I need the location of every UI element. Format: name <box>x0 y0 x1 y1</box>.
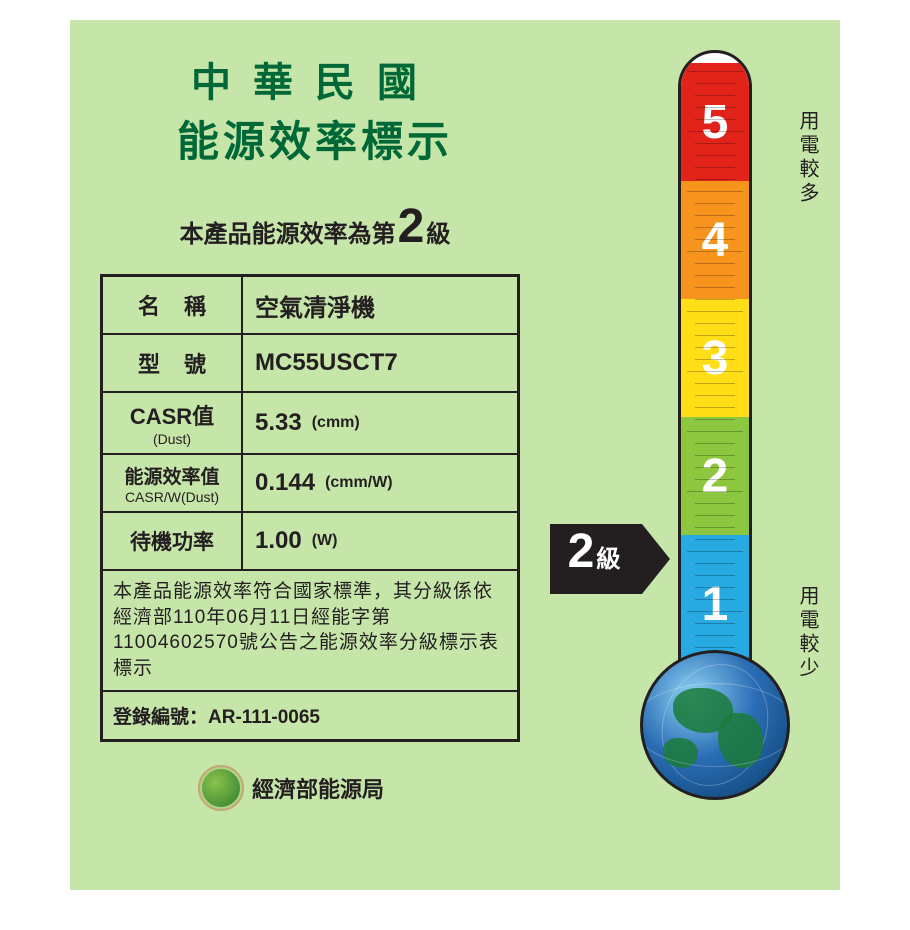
thermometer-segment: 3 <box>681 299 749 417</box>
label-less-power: 用電較少 <box>793 585 822 681</box>
row-value: 空氣清淨機 <box>255 288 375 323</box>
grade-suffix: 級 <box>426 214 450 249</box>
label-more-power: 用電較多 <box>793 110 822 206</box>
grade-number: 2 <box>398 199 425 254</box>
row-value: MC55USCT7 <box>255 349 398 377</box>
row-value: 5.33 <box>255 409 302 437</box>
grade-prefix: 本產品能源效率為第 <box>180 214 396 249</box>
grade-arrow: 2 級 <box>550 524 670 594</box>
row-value: 0.144 <box>255 469 315 497</box>
row-label: 型號 <box>103 335 243 391</box>
bureau-name: 經濟部能源局 <box>252 772 384 804</box>
thermometer-segment: 5 <box>681 63 749 181</box>
table-row: 待機功率 1.00 (W) <box>103 513 517 571</box>
row-label: 能源效率值 CASR/W(Dust) <box>103 455 243 511</box>
row-unit: (W) <box>312 532 338 550</box>
row-label: 名稱 <box>103 277 243 333</box>
thermometer-segment: 2 <box>681 417 749 535</box>
reg-value: AR-111-0065 <box>208 707 320 728</box>
row-label: 待機功率 <box>103 513 243 569</box>
header-line2: 能源效率標示 <box>100 108 530 169</box>
compliance-note: 本產品能源效率符合國家標準，其分級係依經濟部110年06月11日經能字第1100… <box>103 571 517 692</box>
bureau-logo-icon <box>200 767 242 809</box>
row-value: 1.00 <box>255 527 302 555</box>
spec-table: 名稱 空氣清淨機 型號 MC55USCT7 CASR值 (Dust) 5.33 … <box>100 274 520 742</box>
thermometer-segment: 4 <box>681 181 749 299</box>
row-label: CASR值 (Dust) <box>103 393 243 453</box>
globe-icon <box>640 650 790 800</box>
table-row: 能源效率值 CASR/W(Dust) 0.144 (cmm/W) <box>103 455 517 513</box>
table-row: 名稱 空氣清淨機 <box>103 277 517 335</box>
table-row: CASR值 (Dust) 5.33 (cmm) <box>103 393 517 455</box>
arrow-tip-icon <box>642 524 670 594</box>
registration-row: 登錄編號：AR-111-0065 <box>103 692 517 739</box>
thermometer: 54321 <box>650 50 780 800</box>
row-unit: (cmm) <box>312 414 360 432</box>
arrow-grade-number: 2 <box>568 524 595 579</box>
grade-statement: 本產品能源效率為第 2 級 <box>100 199 530 254</box>
table-row: 型號 MC55USCT7 <box>103 335 517 393</box>
header: 中華民國 能源效率標示 <box>100 50 530 169</box>
header-line1: 中華民國 <box>100 50 530 108</box>
energy-label-card: 中華民國 能源效率標示 本產品能源效率為第 2 級 名稱 空氣清淨機 型號 MC… <box>70 20 840 890</box>
reg-label: 登錄編號： <box>113 707 208 728</box>
arrow-grade-suffix: 級 <box>596 539 620 574</box>
row-unit: (cmm/W) <box>325 474 393 492</box>
thermometer-tube: 54321 <box>678 50 752 670</box>
